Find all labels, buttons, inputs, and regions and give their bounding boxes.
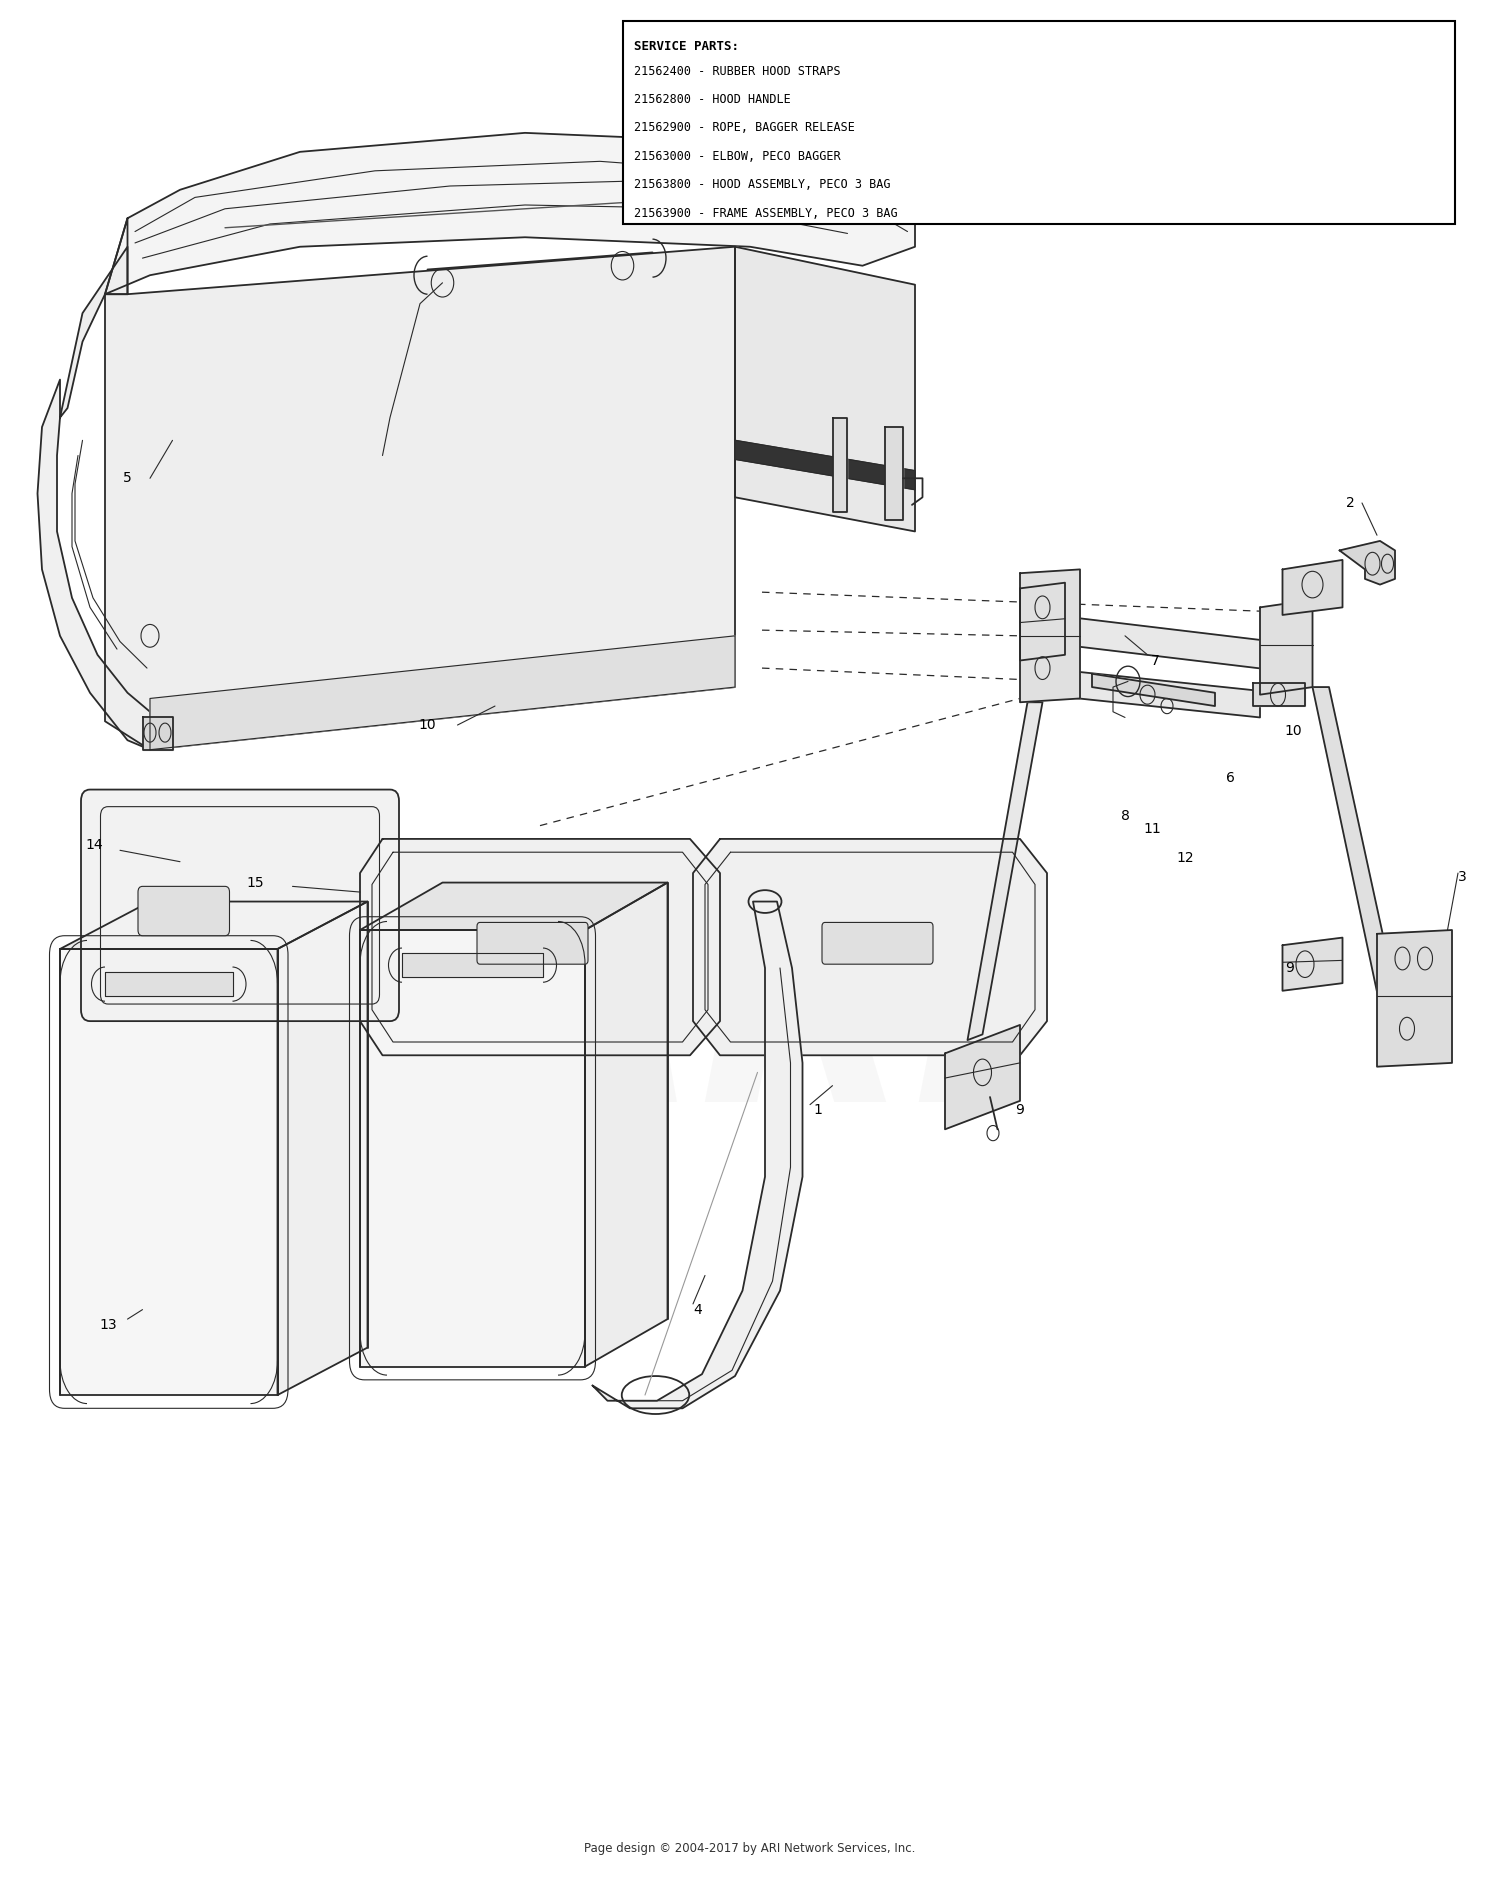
Polygon shape [60, 902, 368, 949]
Text: 14: 14 [86, 837, 104, 852]
Polygon shape [402, 953, 543, 977]
Polygon shape [1092, 674, 1215, 706]
Polygon shape [945, 1025, 1020, 1129]
Polygon shape [968, 702, 1042, 1040]
Text: 4: 4 [693, 1302, 702, 1317]
Polygon shape [278, 902, 368, 1395]
Text: 7: 7 [1150, 653, 1160, 668]
Polygon shape [360, 839, 720, 1055]
Polygon shape [585, 883, 668, 1367]
Polygon shape [360, 930, 585, 1367]
FancyBboxPatch shape [477, 922, 588, 964]
Text: 2: 2 [1346, 495, 1354, 511]
Polygon shape [1312, 687, 1402, 1034]
Text: 8: 8 [1120, 809, 1130, 824]
Polygon shape [1260, 600, 1312, 695]
Text: 10: 10 [419, 717, 436, 733]
Polygon shape [38, 380, 150, 750]
Text: 9: 9 [1016, 1103, 1025, 1118]
Polygon shape [150, 636, 735, 750]
Polygon shape [105, 972, 232, 996]
Polygon shape [1377, 930, 1452, 1067]
Polygon shape [105, 247, 735, 750]
Polygon shape [1252, 683, 1305, 706]
Polygon shape [60, 949, 278, 1395]
Polygon shape [1020, 611, 1305, 674]
Text: 12: 12 [1176, 850, 1194, 865]
Polygon shape [833, 418, 848, 512]
Text: Page design © 2004-2017 by ARI Network Services, Inc.: Page design © 2004-2017 by ARI Network S… [585, 1843, 915, 1854]
Text: 13: 13 [99, 1317, 117, 1332]
Text: 21563000 - ELBOW, PECO BAGGER: 21563000 - ELBOW, PECO BAGGER [634, 150, 842, 163]
Polygon shape [105, 133, 915, 294]
Text: 21563800 - HOOD ASSEMBLY, PECO 3 BAG: 21563800 - HOOD ASSEMBLY, PECO 3 BAG [634, 178, 891, 192]
Polygon shape [60, 247, 128, 418]
Polygon shape [1282, 560, 1342, 615]
Text: SERVICE PARTS:: SERVICE PARTS: [634, 40, 740, 53]
Text: 21562800 - HOOD HANDLE: 21562800 - HOOD HANDLE [634, 93, 792, 106]
Text: 15: 15 [246, 875, 264, 890]
Text: 10: 10 [1284, 723, 1302, 738]
FancyBboxPatch shape [81, 790, 399, 1021]
Polygon shape [1020, 569, 1080, 702]
Polygon shape [592, 902, 802, 1408]
Polygon shape [1340, 541, 1395, 585]
Text: ARI: ARI [484, 890, 1016, 1160]
Text: 9: 9 [1286, 960, 1294, 976]
Polygon shape [1282, 938, 1342, 991]
FancyBboxPatch shape [622, 21, 1455, 224]
Text: 21562400 - RUBBER HOOD STRAPS: 21562400 - RUBBER HOOD STRAPS [634, 65, 842, 78]
FancyBboxPatch shape [138, 886, 230, 936]
Text: 21563900 - FRAME ASSEMBLY, PECO 3 BAG: 21563900 - FRAME ASSEMBLY, PECO 3 BAG [634, 207, 898, 220]
Text: 3: 3 [1458, 869, 1467, 884]
Polygon shape [1020, 583, 1065, 661]
Polygon shape [735, 440, 915, 490]
Text: 21562900 - ROPE, BAGGER RELEASE: 21562900 - ROPE, BAGGER RELEASE [634, 121, 855, 135]
FancyBboxPatch shape [822, 922, 933, 964]
Text: 6: 6 [1226, 771, 1234, 786]
Polygon shape [142, 717, 172, 750]
Polygon shape [693, 839, 1047, 1055]
Text: 11: 11 [1143, 822, 1161, 837]
Text: 1: 1 [813, 1103, 822, 1118]
Polygon shape [360, 883, 668, 930]
Polygon shape [885, 427, 903, 520]
Text: 5: 5 [123, 471, 132, 486]
Polygon shape [735, 247, 915, 531]
Polygon shape [1042, 668, 1260, 717]
